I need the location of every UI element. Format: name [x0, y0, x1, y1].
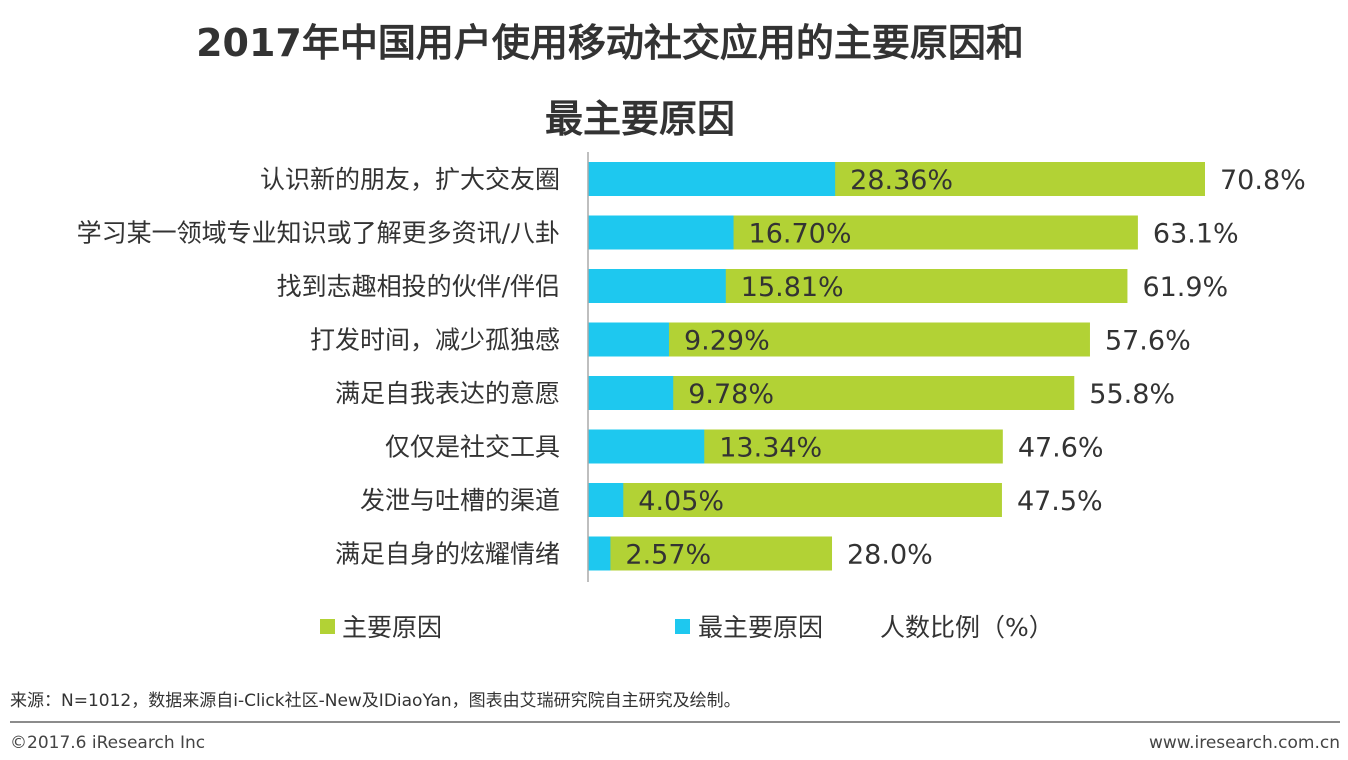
- bar-top-reason: [588, 429, 705, 464]
- data-label-main-reason: 47.5%: [1017, 486, 1103, 517]
- data-label-top-reason: 9.78%: [688, 379, 774, 410]
- bar-chart: 认识新的朋友，扩大交友圈 28.36% 70.8% 学习某一领域专业知识或了解更多资讯…: [77, 152, 1306, 642]
- bar-main-reason: [588, 483, 1002, 517]
- legend-label-main-reason: 主要原因: [342, 613, 442, 642]
- bar-top-reason: [588, 376, 674, 410]
- website-link: www.iresearch.com.cn: [1148, 733, 1340, 753]
- category-label: 仅仅是社交工具: [385, 433, 560, 462]
- data-label-top-reason: 13.34%: [719, 433, 822, 464]
- legend-label-top-reason: 最主要原因: [698, 613, 823, 642]
- data-label-main-reason: 55.8%: [1089, 379, 1175, 410]
- data-label-main-reason: 63.1%: [1153, 219, 1239, 250]
- data-label-top-reason: 16.70%: [749, 219, 852, 250]
- data-label-main-reason: 28.0%: [847, 540, 933, 571]
- chart-title-line2: 最主要原因: [544, 97, 735, 141]
- copyright-text: ©2017.6 iResearch Inc: [10, 733, 206, 753]
- data-label-top-reason: 2.57%: [625, 540, 711, 571]
- legend-swatch-top-reason: [675, 619, 690, 634]
- source-note: 来源：N=1012，数据来源自i-Click社区-New及IDiaoYan，图表…: [10, 691, 741, 711]
- data-label-main-reason: 70.8%: [1220, 165, 1306, 196]
- data-label-top-reason: 9.29%: [684, 326, 770, 357]
- data-label-top-reason: 28.36%: [850, 165, 953, 196]
- data-label-top-reason: 15.81%: [741, 272, 844, 303]
- data-label-main-reason: 57.6%: [1105, 326, 1191, 357]
- category-label: 满足自我表达的意愿: [335, 379, 560, 408]
- data-label-main-reason: 47.6%: [1018, 433, 1104, 464]
- footer-divider: [10, 721, 1340, 723]
- category-label: 打发时间，减少孤独感: [310, 326, 560, 355]
- data-label-top-reason: 4.05%: [638, 486, 724, 517]
- bar-top-reason: [588, 162, 836, 196]
- legend-swatch-main-reason: [320, 619, 335, 634]
- data-label-main-reason: 61.9%: [1142, 272, 1228, 303]
- category-label: 认识新的朋友，扩大交友圈: [260, 165, 560, 194]
- bar-top-reason: [588, 483, 624, 517]
- bar-main-reason: [588, 322, 1090, 357]
- category-label: 发泄与吐槽的渠道: [360, 486, 560, 515]
- unit-label: 人数比例（%）: [880, 613, 1054, 642]
- category-label: 学习某一领域专业知识或了解更多资讯/八卦: [77, 219, 560, 248]
- bar-top-reason: [588, 215, 734, 250]
- bar-top-reason: [588, 536, 611, 571]
- chart-title-line1: 2017年中国用户使用移动社交应用的主要原因和: [196, 21, 1024, 65]
- category-label: 满足自身的炫耀情绪: [335, 540, 560, 569]
- category-label: 找到志趣相投的伙伴/伴侣: [277, 272, 560, 301]
- bar-main-reason: [588, 536, 833, 571]
- bar-top-reason: [588, 269, 726, 303]
- bar-top-reason: [588, 322, 669, 357]
